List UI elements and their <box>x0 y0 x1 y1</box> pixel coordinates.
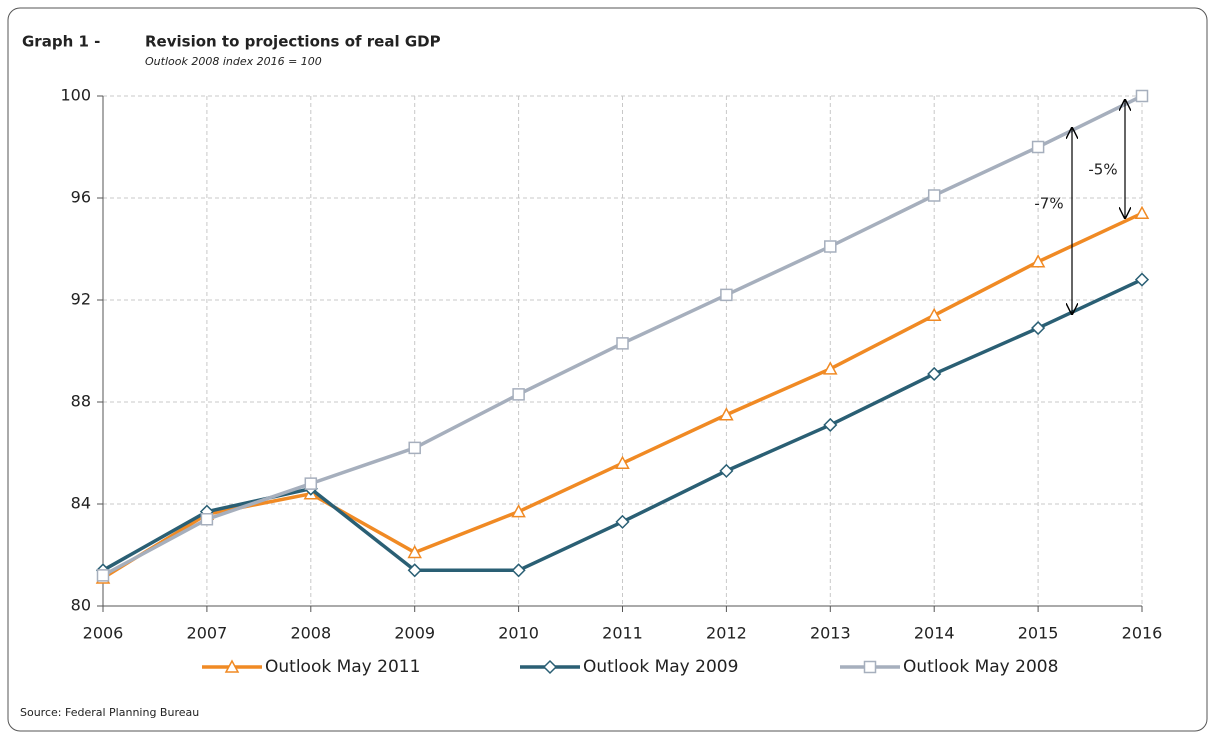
marker <box>927 189 941 202</box>
chart-title: Revision to projections of real GDP <box>145 33 441 51</box>
marker <box>824 240 837 253</box>
marker <box>823 361 838 375</box>
marker <box>719 407 734 421</box>
annotation: -7% <box>1034 195 1063 213</box>
legend-marker <box>542 659 558 675</box>
marker <box>512 388 525 401</box>
x-tick-label: 2006 <box>83 624 124 643</box>
chart-subtitle: Outlook 2008 index 2016 = 100 <box>145 55 322 68</box>
y-tick-label: 88 <box>71 392 91 411</box>
marker <box>408 441 421 455</box>
marker <box>407 563 422 578</box>
marker <box>304 477 318 490</box>
marker <box>1031 140 1045 154</box>
marker <box>407 544 422 559</box>
marker <box>823 417 838 433</box>
marker <box>927 366 942 382</box>
x-tick-label: 2009 <box>394 624 435 643</box>
marker <box>1030 254 1046 268</box>
marker <box>926 307 942 322</box>
x-tick-label: 2016 <box>1122 624 1163 643</box>
x-tick-label: 2014 <box>914 624 955 643</box>
legend-marker <box>224 659 240 673</box>
y-tick-label: 96 <box>71 188 91 207</box>
marker <box>1031 320 1046 336</box>
marker <box>615 514 630 529</box>
legend-label: Outlook May 2009 <box>583 657 738 677</box>
legend-label: Outlook May 2008 <box>903 657 1058 677</box>
legend-marker <box>863 660 877 674</box>
marker <box>1134 272 1150 287</box>
marker <box>200 513 214 526</box>
x-tick-label: 2013 <box>810 624 851 643</box>
x-tick-label: 2008 <box>290 624 331 643</box>
y-tick-label: 80 <box>71 596 91 615</box>
y-tick-label: 84 <box>71 494 91 513</box>
marker <box>615 455 630 469</box>
marker <box>511 504 526 518</box>
marker <box>1135 89 1149 103</box>
plot: 80 84 88 92 96 100 2006 2007 2008 2009 2010 2011 201… <box>60 86 1162 678</box>
legend-label: Outlook May 2011 <box>265 657 420 677</box>
chart-label: Graph 1 - <box>22 33 100 51</box>
x-tick-label: 2012 <box>706 624 747 643</box>
marker <box>719 463 734 478</box>
x-tick-label: 2011 <box>602 624 643 643</box>
y-tick-label: 100 <box>60 86 91 105</box>
source: Source: Federal Planning Bureau <box>20 706 199 719</box>
marker <box>96 569 110 582</box>
marker <box>616 337 629 350</box>
y-tick-label: 92 <box>71 290 91 309</box>
frame <box>7 7 1208 732</box>
x-tick-label: 2015 <box>1018 624 1059 643</box>
x-tick-label: 2010 <box>498 624 539 643</box>
annotation: -5% <box>1088 161 1117 179</box>
marker <box>720 288 733 302</box>
marker <box>1134 205 1150 220</box>
x-tick-label: 2007 <box>187 624 228 643</box>
marker <box>511 563 526 578</box>
